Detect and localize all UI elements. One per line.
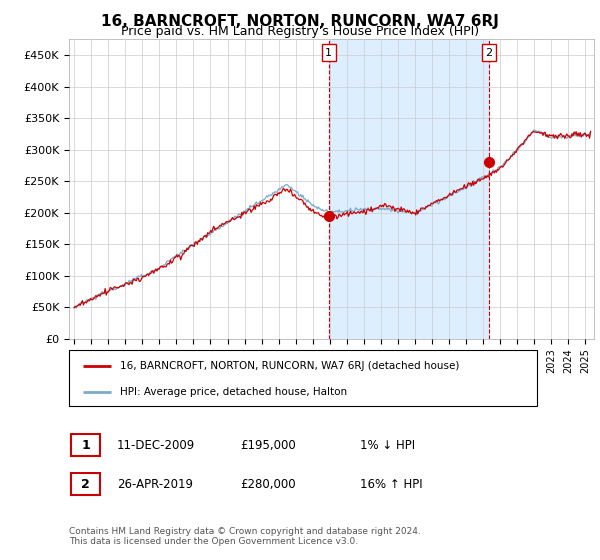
Text: 1: 1	[81, 438, 90, 452]
FancyBboxPatch shape	[71, 473, 100, 496]
Text: 11-DEC-2009: 11-DEC-2009	[117, 438, 195, 452]
Text: 2: 2	[485, 48, 492, 58]
Text: 26-APR-2019: 26-APR-2019	[117, 478, 193, 491]
Text: £280,000: £280,000	[240, 478, 296, 491]
Text: 16, BARNCROFT, NORTON, RUNCORN, WA7 6RJ (detached house): 16, BARNCROFT, NORTON, RUNCORN, WA7 6RJ …	[121, 361, 460, 371]
Text: Contains HM Land Registry data © Crown copyright and database right 2024.
This d: Contains HM Land Registry data © Crown c…	[69, 526, 421, 546]
Text: £195,000: £195,000	[240, 438, 296, 452]
Text: HPI: Average price, detached house, Halton: HPI: Average price, detached house, Halt…	[121, 387, 347, 397]
Bar	[329, 39, 488, 339]
Text: 16, BARNCROFT, NORTON, RUNCORN, WA7 6RJ: 16, BARNCROFT, NORTON, RUNCORN, WA7 6RJ	[101, 14, 499, 29]
FancyBboxPatch shape	[71, 434, 100, 456]
Text: 16% ↑ HPI: 16% ↑ HPI	[360, 478, 422, 491]
FancyBboxPatch shape	[69, 350, 537, 406]
Text: 1% ↓ HPI: 1% ↓ HPI	[360, 438, 415, 452]
Text: 2: 2	[81, 478, 90, 491]
Text: Price paid vs. HM Land Registry's House Price Index (HPI): Price paid vs. HM Land Registry's House …	[121, 25, 479, 38]
Text: 1: 1	[325, 48, 332, 58]
